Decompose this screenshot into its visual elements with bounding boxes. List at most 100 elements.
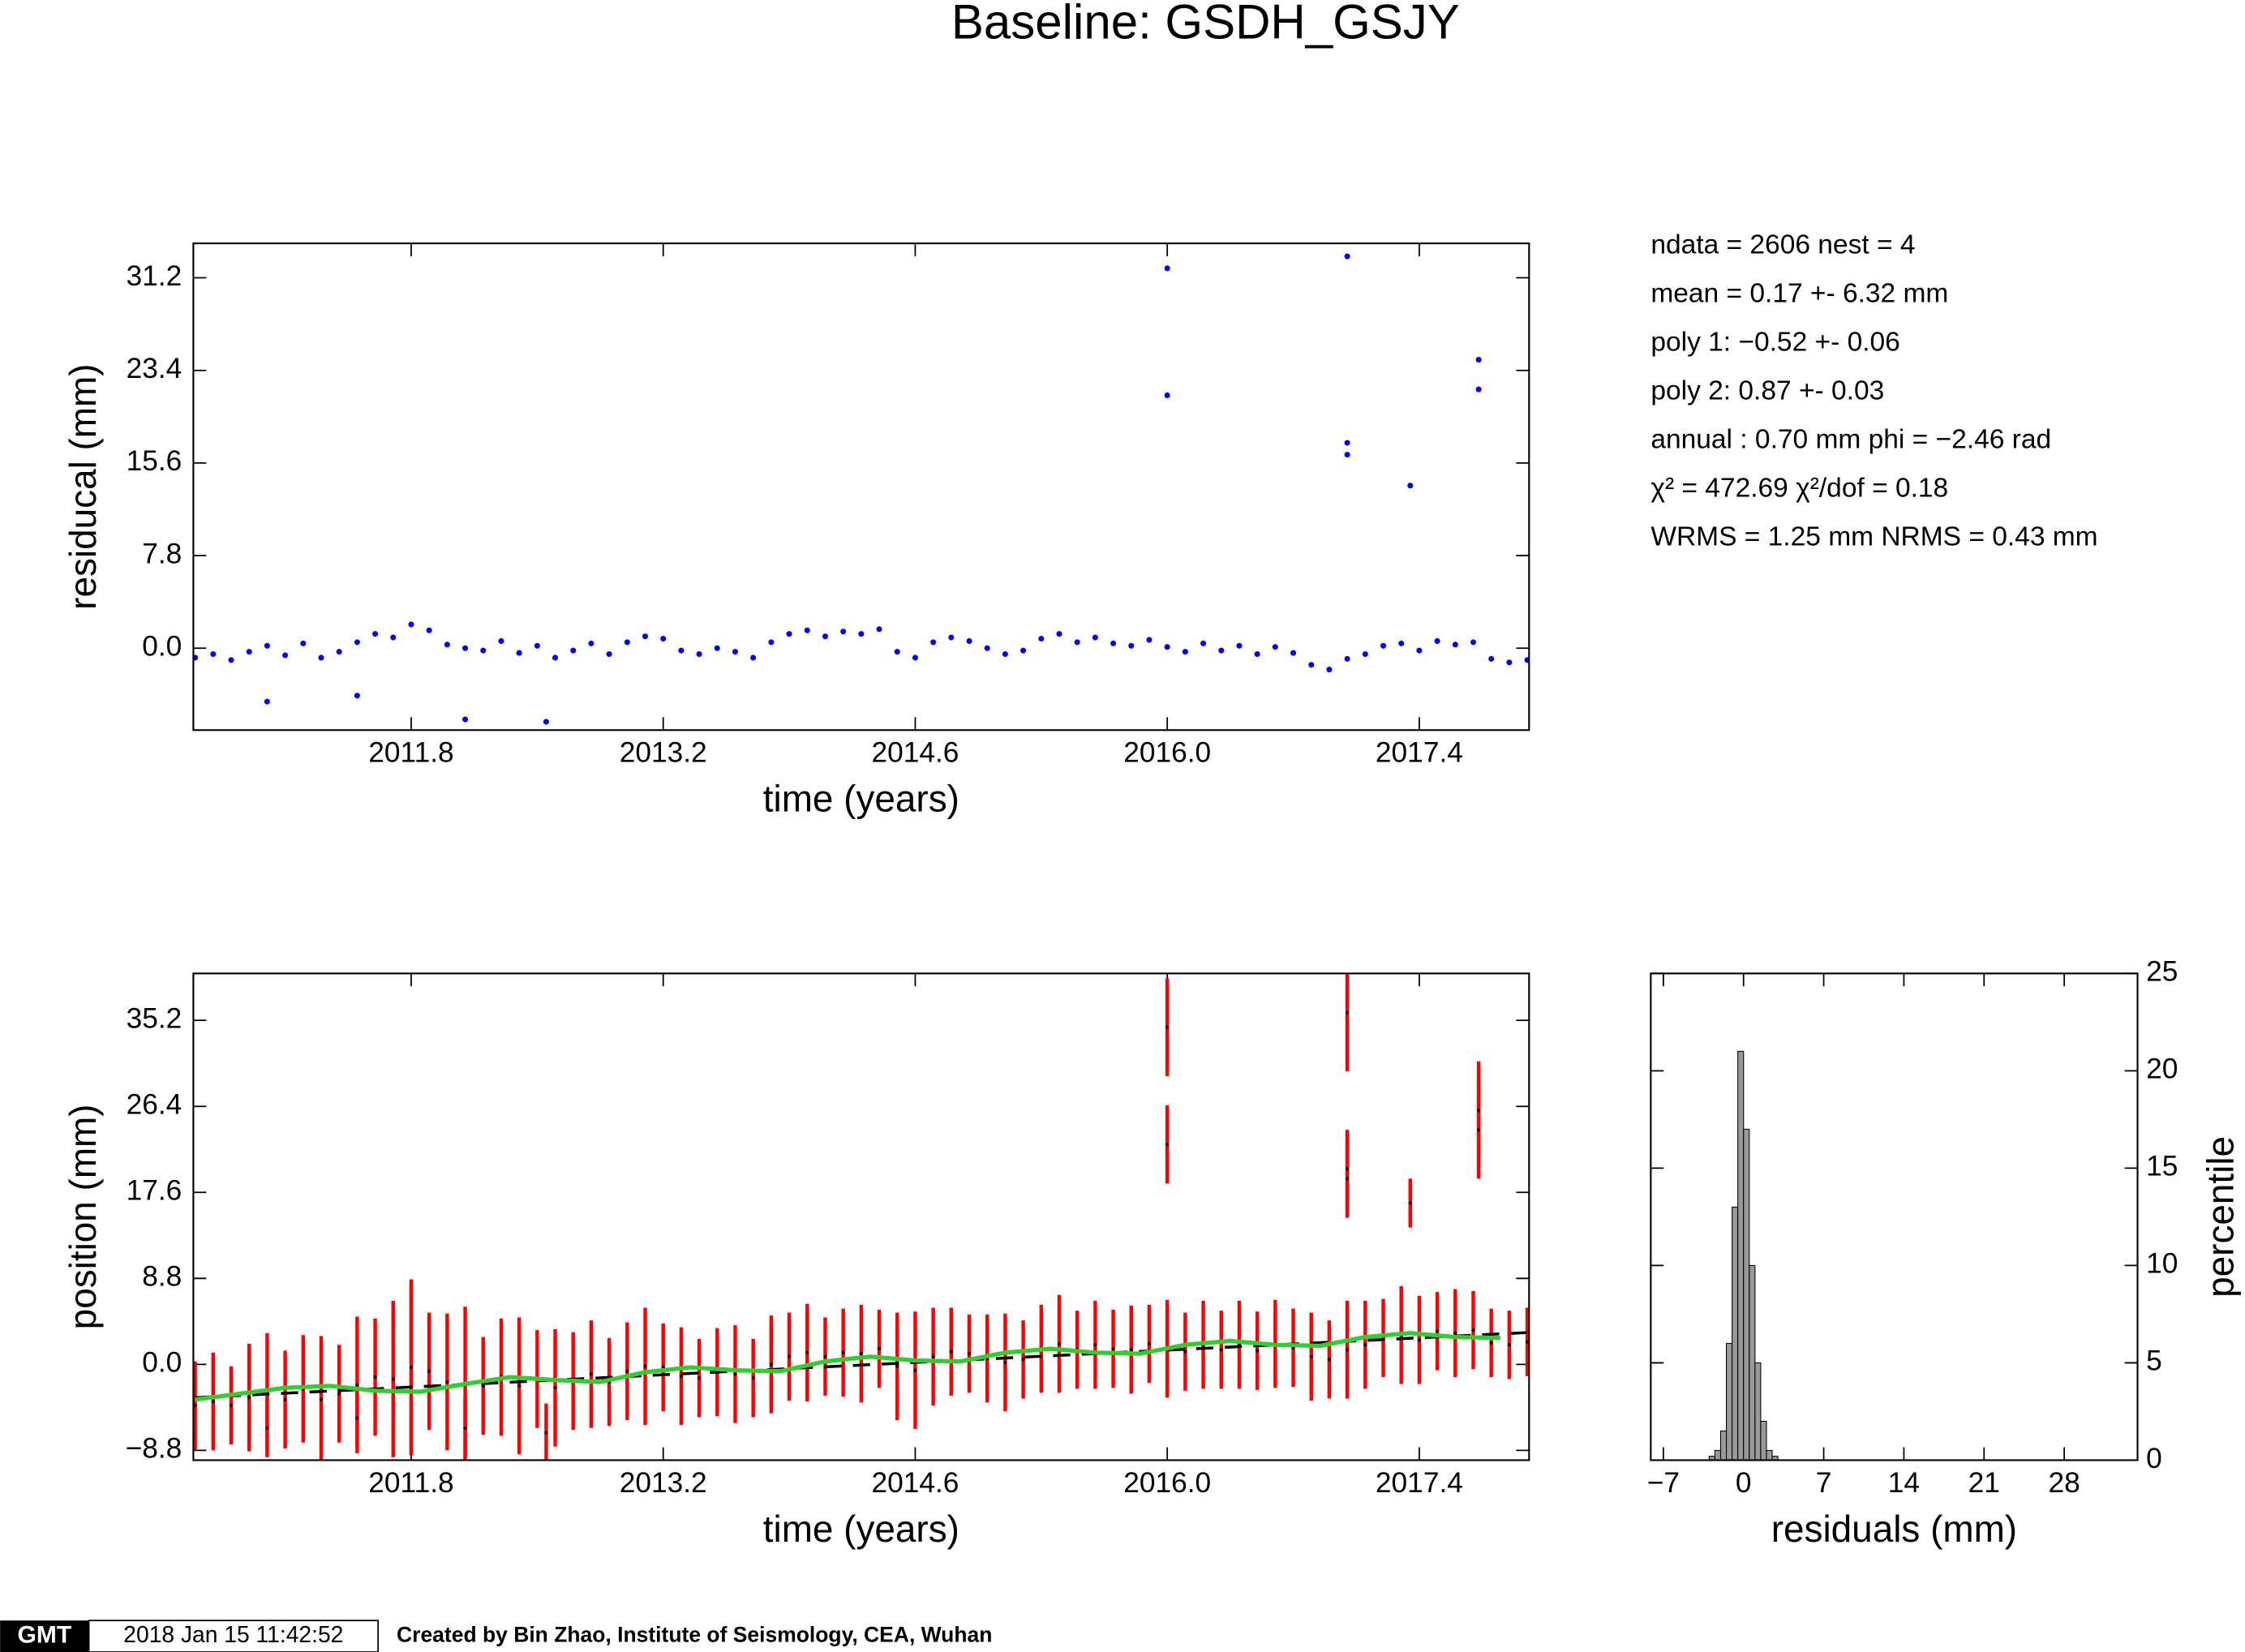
data-point [1346,1177,1350,1181]
histogram-bar [1749,1264,1756,1461]
data-point [876,626,882,633]
x-tick-label: 7 [1816,1467,1832,1499]
data-point [552,654,559,661]
data-point [858,631,865,637]
data-point [966,637,972,644]
data-point [1398,640,1405,646]
y-tick-label: 31.2 [127,260,182,292]
timestamp: 2018 Jan 15 11:42:52 [123,1621,343,1647]
data-point [354,693,360,699]
data-point [481,1384,485,1388]
data-point [1346,1348,1350,1352]
plot-area [193,973,1530,1461]
logo-box [0,1620,89,1652]
data-point [1453,1331,1457,1335]
histogram-bar [1766,1449,1773,1461]
data-point [1146,637,1153,643]
y-tick-label: −8.8 [126,1433,182,1465]
data-point [1218,647,1225,654]
plot-frame [192,972,1530,1461]
data-point [1452,641,1458,648]
y-tick-label: 0 [2146,1443,2162,1474]
data-point [750,654,757,661]
data-point [1038,635,1045,642]
data-point [246,649,252,655]
data-point [543,719,549,725]
data-point [1183,1349,1187,1354]
data-point [1362,651,1368,658]
data-point [1128,642,1135,649]
data-point [210,651,217,658]
data-point [264,698,270,705]
data-point [877,1346,882,1351]
data-point [606,651,612,658]
x-tick-label: 2016.0 [1123,1467,1211,1499]
data-point [1164,265,1170,272]
title: Baseline: GSDH_GSJY [951,0,1460,49]
stat-line: WRMS = 1.25 mm NRMS = 0.43 mm [1650,522,2097,552]
x-tick-label: 2017.4 [1376,737,1463,769]
data-point [1489,1341,1493,1345]
data-point [1147,1341,1152,1346]
data-point [1057,1341,1062,1346]
data-point [1471,1328,1475,1332]
data-point [1254,651,1260,658]
data-point [678,647,685,654]
data-point [1434,637,1440,644]
y-axis-label: residucal (mm) [62,363,104,609]
data-point [1408,1201,1412,1205]
data-point [895,1364,899,1368]
data-point [1363,1343,1367,1347]
stat-line: ndata = 2606 nest = 4 [1650,230,1915,260]
data-point [444,641,450,648]
histogram-bar [1754,1362,1762,1461]
data-point [1506,659,1513,666]
data-point [426,627,432,633]
data-point [193,1403,197,1408]
y-tick-label: 7.8 [142,538,182,569]
data-point [967,1351,972,1356]
x-axis-label: time (years) [763,778,959,820]
data-point [1407,483,1414,489]
data-point [1327,1358,1332,1362]
data-point [1344,253,1350,260]
data-point [247,1396,251,1400]
data-point [480,647,487,654]
stat-line: χ² = 472.69 χ²/dof = 0.18 [1650,474,1948,504]
data-point [948,634,955,641]
histogram-bar [1743,1128,1750,1461]
data-point [1475,356,1482,363]
y-tick-label: 15.6 [127,445,182,477]
x-tick-label: 28 [2048,1467,2080,1499]
data-point [265,1426,269,1430]
y-tick-label: 10 [2146,1248,2178,1280]
data-point [1290,650,1297,656]
x-axis-label: time (years) [763,1508,959,1550]
x-tick-label: 2013.2 [620,1467,707,1499]
histogram-bar [1771,1456,1779,1461]
data-point [1219,1348,1223,1352]
data-point [534,642,540,649]
data-point [1326,667,1333,673]
credit: Created by Bin Zhao, Institute of Seismo… [397,1623,992,1647]
x-tick-label: 14 [1888,1467,1920,1499]
data-point [823,1354,827,1358]
data-point [355,1416,359,1420]
data-point [462,645,469,651]
data-point [1020,647,1027,654]
data-point [804,627,810,633]
x-tick-label: 2016.0 [1123,737,1211,769]
data-point [1182,649,1188,655]
x-tick-label: 2013.2 [620,737,707,769]
timestamp-box [88,1620,379,1652]
data-point [805,1350,809,1355]
data-point [1417,1338,1422,1342]
data-point [643,1364,647,1368]
data-point [372,631,379,637]
y-tick-label: 20 [2146,1053,2178,1085]
plot-area [1708,1050,1779,1461]
data-point [229,1403,234,1408]
x-tick-label: 21 [1968,1467,2000,1499]
logo: GMT [18,1622,72,1649]
data-point [300,640,307,646]
